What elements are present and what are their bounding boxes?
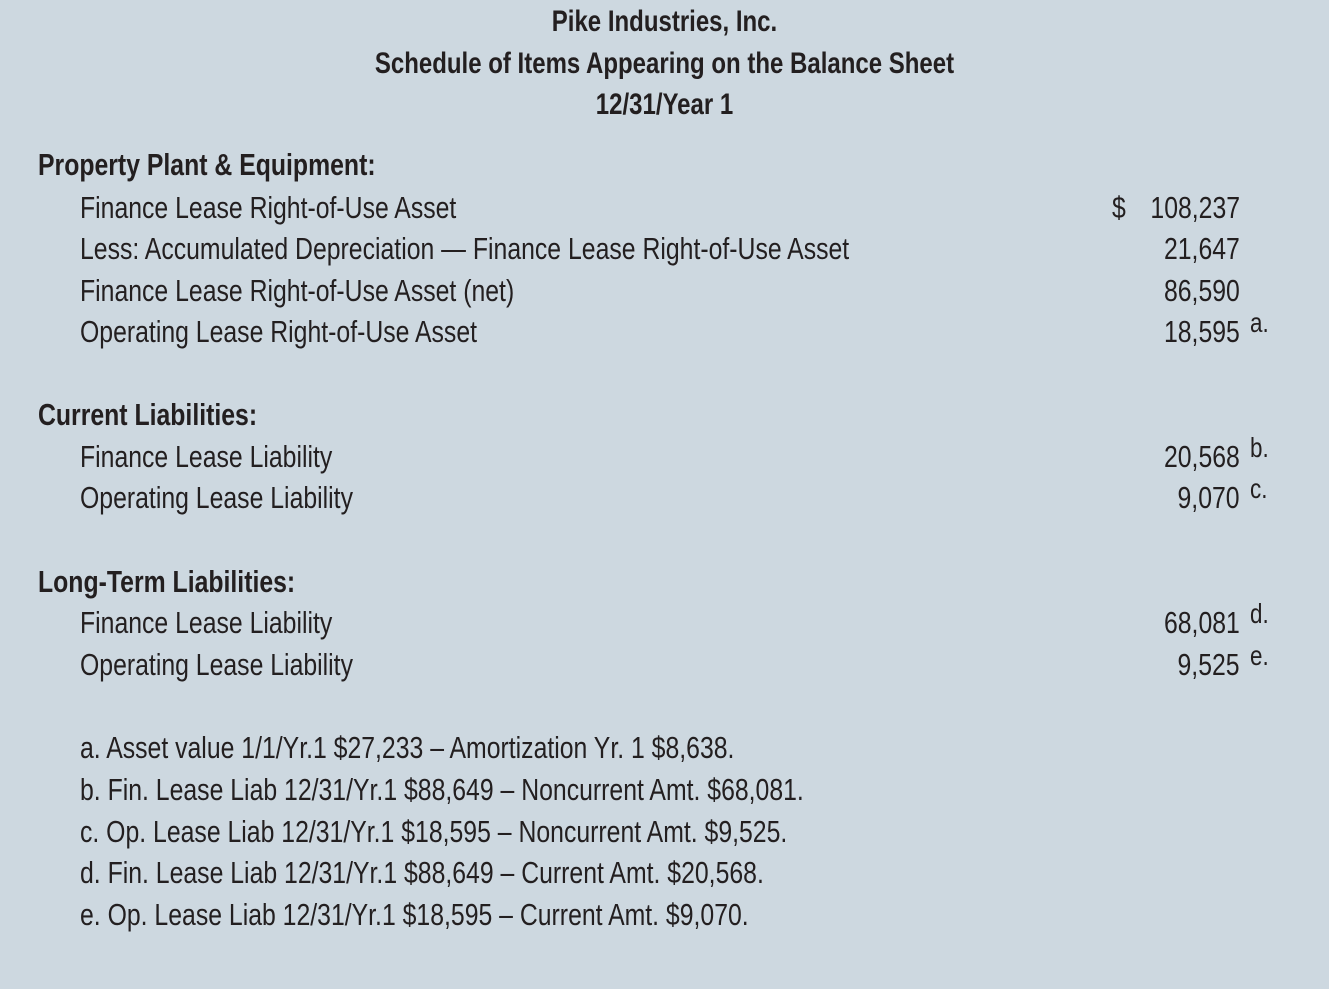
- line-item-amount: 9,070: [1177, 480, 1240, 515]
- footnote-marker: b.: [1250, 432, 1269, 463]
- line-item-amount: 18,595: [1164, 314, 1240, 349]
- line-item-label: Finance Lease Right-of-Use Asset: [80, 190, 457, 225]
- line-item-amount: 68,081: [1164, 605, 1240, 640]
- footnote-marker: e.: [1250, 640, 1269, 671]
- schedule-date: 12/31/Year 1: [595, 88, 734, 121]
- line-item-label: Less: Accumulated Depreciation — Finance…: [80, 231, 850, 266]
- line-item-label: Finance Lease Liability: [80, 439, 333, 474]
- schedule-title: Schedule of Items Appearing on the Balan…: [374, 47, 955, 80]
- currency-sign: $: [1112, 190, 1126, 225]
- line-item-label: Operating Lease Liability: [80, 647, 353, 682]
- line-item-amount: 20,568: [1164, 439, 1240, 474]
- line-item-amount: 86,590: [1164, 273, 1240, 308]
- section-heading-ppe: Property Plant & Equipment:: [38, 147, 376, 182]
- section-heading-current-liabilities: Current Liabilities:: [38, 397, 258, 432]
- footnote-marker: d.: [1250, 598, 1269, 629]
- line-item-amount: 9,525: [1177, 647, 1240, 682]
- line-item-amount: 108,237: [1150, 190, 1240, 225]
- line-item-amount: 21,647: [1164, 231, 1240, 266]
- footnote: a. Asset value 1/1/Yr.1 $27,233 – Amorti…: [80, 730, 735, 765]
- company-name: Pike Industries, Inc.: [551, 5, 778, 38]
- footnote: d. Fin. Lease Liab 12/31/Yr.1 $88,649 – …: [80, 855, 764, 890]
- footnote: c. Op. Lease Liab 12/31/Yr.1 $18,595 – N…: [80, 814, 788, 849]
- footnote-marker: a.: [1250, 307, 1269, 338]
- footnote: e. Op. Lease Liab 12/31/Yr.1 $18,595 – C…: [80, 897, 749, 932]
- line-item-label: Operating Lease Right-of-Use Asset: [80, 314, 478, 349]
- footnote: b. Fin. Lease Liab 12/31/Yr.1 $88,649 – …: [80, 772, 804, 807]
- line-item-label: Finance Lease Liability: [80, 605, 333, 640]
- line-item-label: Operating Lease Liability: [80, 480, 353, 515]
- line-item-label: Finance Lease Right-of-Use Asset (net): [80, 273, 515, 308]
- footnote-marker: c.: [1250, 473, 1268, 504]
- section-heading-long-term-liabilities: Long-Term Liabilities:: [38, 564, 296, 599]
